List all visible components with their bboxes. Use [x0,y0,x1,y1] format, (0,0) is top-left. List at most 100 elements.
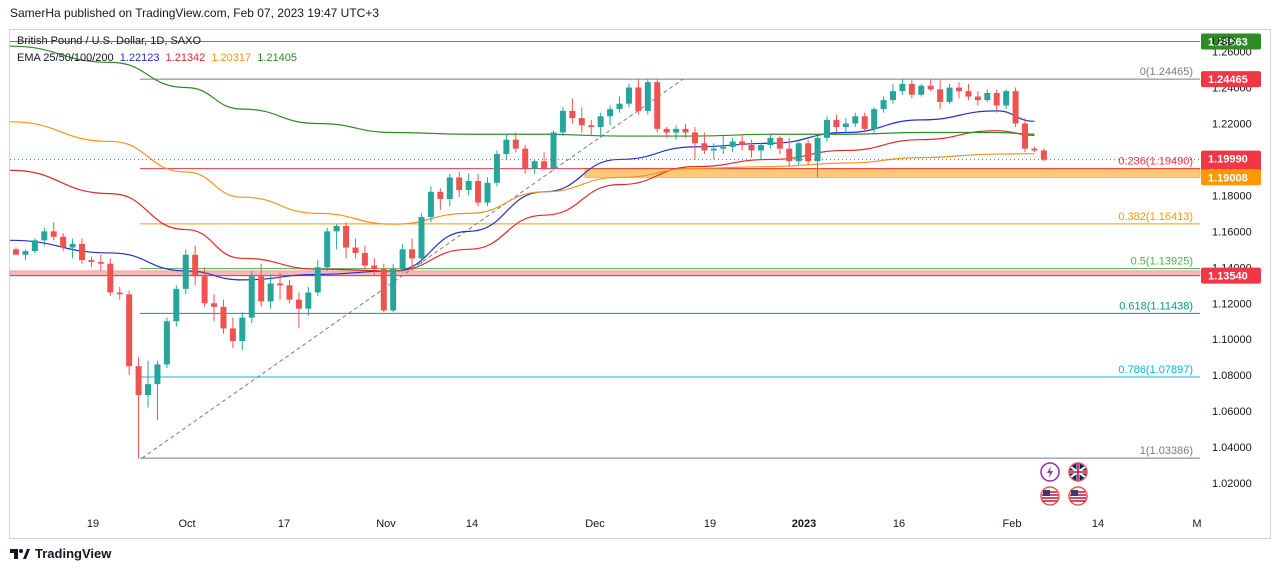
candle[interactable] [267,274,274,309]
candle[interactable] [79,238,86,264]
candle[interactable] [767,134,774,149]
candle[interactable] [427,186,434,223]
candle[interactable] [22,249,29,261]
candle[interactable] [324,227,331,271]
candle[interactable] [654,79,661,133]
candle[interactable] [550,130,557,171]
candle[interactable] [286,279,293,304]
candle[interactable] [277,272,284,300]
footer-brand[interactable]: TradingView [10,546,111,561]
candle[interactable] [248,270,255,324]
candle[interactable] [1022,118,1029,153]
candle[interactable] [569,98,576,124]
candle[interactable] [229,317,236,349]
candle[interactable] [418,213,425,264]
candle[interactable] [814,136,821,178]
candle[interactable] [220,299,227,334]
candle[interactable] [239,312,246,350]
candle[interactable] [475,173,482,207]
candle[interactable] [371,258,378,275]
candle[interactable] [173,285,180,327]
candle[interactable] [211,294,218,322]
event-lightning-icon[interactable] [1040,462,1060,482]
candle[interactable] [899,79,906,95]
candle[interactable] [946,83,953,104]
candle[interactable] [710,143,717,160]
candle[interactable] [446,173,453,207]
candle[interactable] [729,137,736,153]
candle[interactable] [927,78,934,92]
candle[interactable] [871,107,878,133]
candle[interactable] [625,83,632,108]
event-us-flag-icon[interactable] [1040,486,1060,506]
ema-line-ema100[interactable] [9,121,1035,225]
event-us-flag-icon[interactable] [1068,486,1088,506]
candle[interactable] [635,79,642,115]
candle[interactable] [880,96,887,113]
candle[interactable] [503,134,510,160]
event-uk-flag-icon[interactable] [1068,462,1088,482]
candle[interactable] [31,238,38,253]
candle[interactable] [644,78,651,115]
candle[interactable] [154,360,161,421]
candle[interactable] [616,96,623,113]
candle[interactable] [541,152,548,171]
candle[interactable] [69,238,76,259]
candle[interactable] [805,139,812,165]
candle[interactable] [739,134,746,151]
candle[interactable] [145,360,152,408]
candle[interactable] [135,357,142,459]
candle[interactable] [107,258,114,297]
candle[interactable] [993,89,1000,113]
candle[interactable] [333,224,340,250]
candle[interactable] [1012,87,1019,128]
candle[interactable] [682,123,689,138]
candle[interactable] [258,263,265,307]
candle[interactable] [399,243,406,273]
candle[interactable] [823,116,830,142]
candle[interactable] [201,267,208,307]
candle[interactable] [437,188,444,210]
candle[interactable] [456,172,463,198]
candle[interactable] [889,83,896,104]
candle[interactable] [409,238,416,271]
candle[interactable] [484,177,491,207]
candle[interactable] [663,127,670,138]
candle[interactable] [842,118,849,133]
candle[interactable] [380,263,387,313]
candle[interactable] [852,112,859,128]
candle[interactable] [1003,89,1010,110]
candle[interactable] [192,245,199,286]
candle[interactable] [531,159,538,174]
candle[interactable] [493,150,500,187]
candle[interactable] [559,107,566,137]
candle[interactable] [965,83,972,101]
candle[interactable] [88,256,95,268]
candle[interactable] [984,89,991,102]
candle[interactable] [343,222,350,259]
candle[interactable] [974,91,981,106]
candle[interactable] [578,107,585,133]
candle[interactable] [352,238,359,259]
candle[interactable] [182,249,189,295]
candle[interactable] [116,287,123,300]
candle[interactable] [361,245,368,270]
candle[interactable] [13,247,19,255]
candle[interactable] [97,254,104,271]
candle[interactable] [786,137,793,167]
candle[interactable] [295,292,302,329]
candle[interactable] [795,141,802,165]
candle[interactable] [720,136,727,155]
candle[interactable] [1031,146,1038,153]
candle[interactable] [673,125,680,140]
candle[interactable] [588,119,595,137]
candle[interactable] [956,82,962,99]
candle[interactable] [701,132,708,155]
ema-line-ema200[interactable] [9,45,1035,137]
candle[interactable] [512,132,519,153]
candle[interactable] [305,287,312,316]
candle[interactable] [748,139,755,158]
candle[interactable] [918,83,925,97]
candle[interactable] [776,136,783,155]
candle[interactable] [314,260,321,297]
